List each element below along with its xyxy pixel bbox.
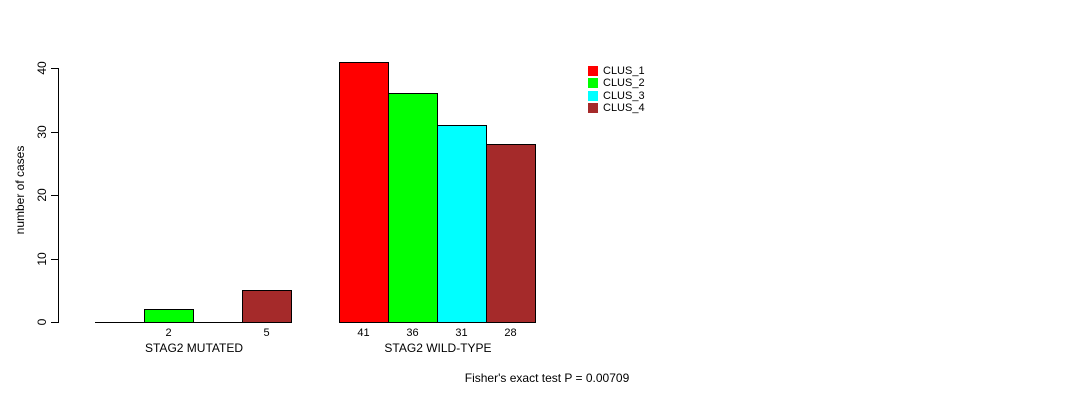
x-group-label-wildtype: STAG2 WILD-TYPE [384, 341, 492, 355]
bar-value-label: 41 [357, 327, 370, 339]
legend-swatch-clus_2 [588, 78, 598, 88]
y-tick-label: 30 [35, 125, 49, 139]
y-tick-label: 0 [35, 318, 49, 326]
legend-label: CLUS_2 [603, 77, 645, 89]
y-tick-mark [51, 195, 58, 196]
bar-clus_1-zero [95, 322, 145, 323]
y-tick-mark [51, 259, 58, 260]
bar-value-label: 36 [406, 327, 419, 339]
bar-value-label: 5 [263, 327, 270, 339]
bar-value-label: 2 [165, 327, 172, 339]
x-group-label-mutated: STAG2 MUTATED [144, 341, 244, 355]
chart-title: RPPA_CNMF [0, 0, 545, 17]
bar-clus_1-wildtype [339, 62, 389, 323]
bar-clus_2-wildtype [388, 93, 438, 323]
bar-clus_4-mutated [242, 290, 292, 323]
bar-clus_2-mutated [144, 309, 194, 323]
bar-value-label: 28 [504, 327, 517, 339]
legend-swatch-clus_4 [588, 103, 598, 113]
y-tick-label: 20 [35, 188, 49, 202]
bar-value-label: 31 [455, 327, 468, 339]
y-axis-title: number of cases [13, 145, 27, 235]
legend-label: CLUS_3 [603, 90, 645, 102]
y-tick-mark [51, 132, 58, 133]
y-tick-mark [51, 68, 58, 69]
legend-swatch-clus_3 [588, 91, 598, 101]
fisher-test-annotation: Fisher's exact test P = 0.00709 [464, 371, 630, 385]
bar-clus_4-wildtype [486, 144, 536, 323]
legend-label: CLUS_4 [603, 102, 645, 114]
y-axis-line [58, 68, 59, 323]
bar-clus_3-zero [193, 322, 243, 323]
y-tick-mark [51, 322, 58, 323]
legend-label: CLUS_1 [603, 65, 645, 77]
y-tick-label: 40 [35, 61, 49, 75]
legend-swatch-clus_1 [588, 66, 598, 76]
y-tick-label: 10 [35, 252, 49, 266]
bar-clus_3-wildtype [437, 125, 487, 323]
